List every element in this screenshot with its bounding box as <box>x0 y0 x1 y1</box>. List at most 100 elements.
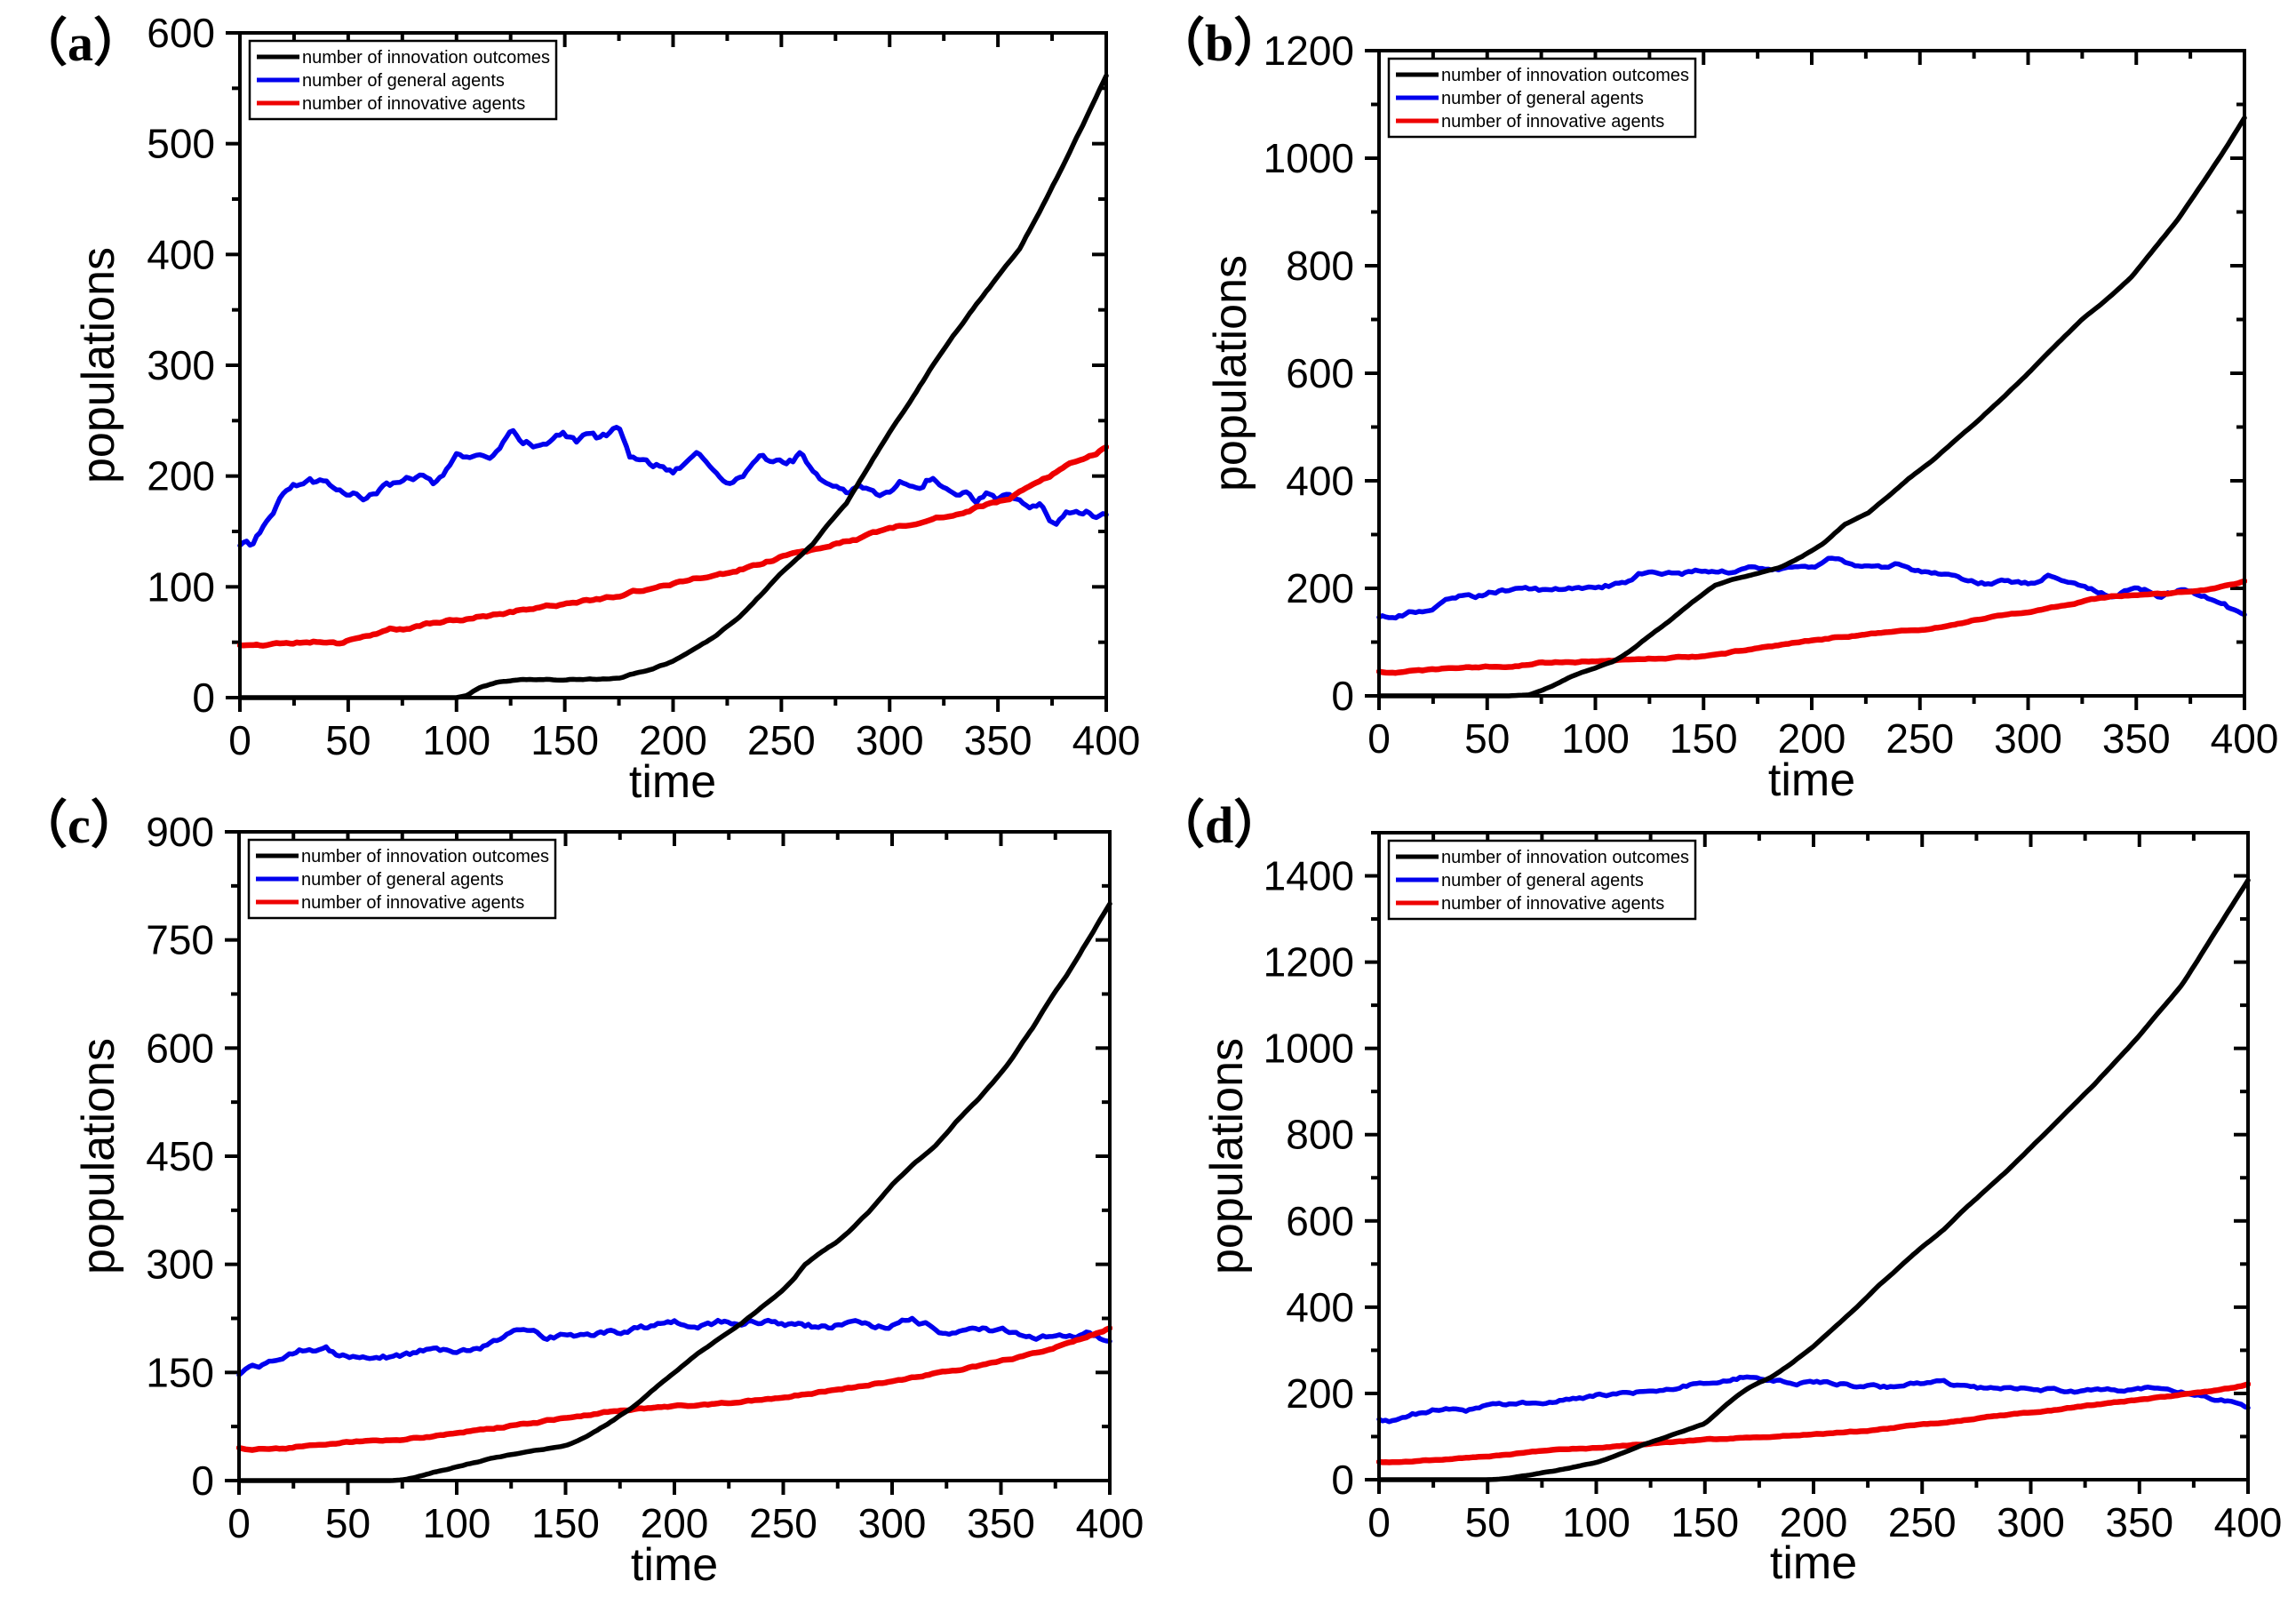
y-tick-label: 1200 <box>1264 28 1354 74</box>
tick-labels: 0 50 100 150 200 250 300 350 400 0 150 300 450 600 750… <box>146 809 1144 1546</box>
series-line-general-agents <box>1376 555 2247 621</box>
legend-box <box>248 39 558 121</box>
y-tick-label: 450 <box>146 1133 214 1179</box>
x-tick-label: 50 <box>1464 715 1510 762</box>
y-tick-label: 600 <box>146 1025 214 1071</box>
y-tick-label: 1400 <box>1264 853 1354 899</box>
y-axis-title: populations <box>1201 1038 1253 1274</box>
series-lines <box>1376 877 2251 1482</box>
x-tick-label: 50 <box>325 1500 371 1546</box>
x-tick-label: 250 <box>1885 715 1954 762</box>
series-line-innovative-agents <box>237 443 1109 649</box>
x-tick-label: 200 <box>1780 1499 1848 1545</box>
y-tick-label: 0 <box>1331 1457 1354 1503</box>
series-line-innovation-outcomes <box>1376 115 2247 699</box>
y-tick-label: 800 <box>1286 243 1354 289</box>
series-line-innovative-agents <box>1376 1381 2251 1465</box>
y-tick-label: 400 <box>1286 1284 1354 1330</box>
x-tick-label: 250 <box>749 1500 817 1546</box>
panel-label: （a） <box>16 14 145 72</box>
plot-frame <box>1377 49 2246 698</box>
legend-label: number of innovative agents <box>301 893 524 913</box>
x-axis-title: time <box>1770 1537 1857 1589</box>
y-tick-label: 800 <box>1286 1112 1354 1158</box>
y-tick-label: 0 <box>192 675 215 721</box>
x-axis-title: time <box>1768 755 1855 806</box>
y-tick-label: 400 <box>1286 458 1354 504</box>
series-line-general-agents <box>237 425 1109 548</box>
plot-frame <box>237 830 1112 1482</box>
y-axis-title: populations <box>73 247 124 483</box>
panel-a: （a） 0 50 100 150 200 250 300 350 400 0 100 200 300 40… <box>16 10 1140 808</box>
axis-ticks <box>225 830 1112 1495</box>
x-tick-label: 150 <box>530 717 599 763</box>
x-tick-label: 350 <box>967 1500 1035 1546</box>
legend-box <box>247 838 557 920</box>
y-tick-label: 100 <box>147 563 215 610</box>
x-tick-label: 0 <box>227 1500 251 1546</box>
x-axis-title: time <box>631 1539 718 1591</box>
x-tick-label: 400 <box>2214 1499 2283 1545</box>
legend-label: number of innovation outcomes <box>1441 848 1689 867</box>
legend-label: number of general agents <box>302 71 505 91</box>
tick-labels: 0 50 100 150 200 250 300 350 400 0 200 400 600 800 100… <box>1264 28 2279 762</box>
x-tick-label: 0 <box>1367 715 1391 762</box>
x-tick-label: 150 <box>531 1500 600 1546</box>
x-tick-label: 400 <box>2211 715 2279 762</box>
x-tick-label: 0 <box>228 717 251 763</box>
panel-b: （b） 0 50 100 150 200 250 300 350 400 0 200 400 600 80… <box>1153 14 2278 806</box>
legend: number of innovation outcomes number of g… <box>1387 839 1697 921</box>
x-tick-label: 50 <box>325 717 371 763</box>
tick-labels: 0 50 100 150 200 250 300 350 400 0 100 200 300 400 500… <box>147 10 1140 763</box>
x-tick-label: 200 <box>639 717 707 763</box>
x-tick-label: 200 <box>1778 715 1846 762</box>
legend-label: number of innovation outcomes <box>302 48 550 68</box>
y-tick-label: 900 <box>146 809 214 855</box>
series-lines <box>237 73 1109 700</box>
y-tick-label: 150 <box>146 1349 214 1395</box>
y-axis-title: populations <box>73 1038 124 1274</box>
y-tick-label: 0 <box>1331 673 1354 719</box>
y-tick-label: 1000 <box>1264 1026 1354 1072</box>
panel-label: （d） <box>1153 796 1285 854</box>
series-lines <box>236 901 1112 1483</box>
y-tick-label: 600 <box>147 10 215 56</box>
x-tick-label: 400 <box>1072 717 1141 763</box>
series-line-general-agents <box>236 1315 1112 1377</box>
x-axis-title: time <box>629 756 716 808</box>
y-tick-label: 200 <box>147 453 215 499</box>
x-tick-label: 300 <box>1997 1499 2065 1545</box>
axis-ticks <box>226 31 1108 712</box>
x-tick-label: 400 <box>1076 1500 1144 1546</box>
panel-b-plot: 0 50 100 150 200 250 300 350 400 0 200 400 600 800 100… <box>1264 28 2279 762</box>
series-line-innovative-agents <box>236 1325 1112 1453</box>
x-tick-label: 300 <box>1994 715 2062 762</box>
y-tick-label: 1000 <box>1264 135 1354 181</box>
x-tick-label: 350 <box>964 717 1032 763</box>
legend-label: number of innovation outcomes <box>1441 66 1689 85</box>
x-tick-label: 300 <box>858 1500 927 1546</box>
x-tick-label: 200 <box>641 1500 709 1546</box>
series-line-general-agents <box>1376 1374 2251 1425</box>
series-lines <box>1376 115 2247 699</box>
y-tick-label: 600 <box>1286 350 1354 396</box>
legend-box <box>1387 839 1697 921</box>
x-tick-label: 250 <box>747 717 816 763</box>
panel-c-plot: 0 50 100 150 200 250 300 350 400 0 150 300 450 600 750… <box>146 809 1144 1546</box>
legend: number of innovation outcomes number of g… <box>248 39 558 121</box>
legend-label: number of general agents <box>301 870 504 890</box>
legend-label: number of general agents <box>1441 89 1644 108</box>
y-tick-label: 750 <box>146 917 214 963</box>
series-line-innovation-outcomes <box>1376 877 2251 1482</box>
x-tick-label: 150 <box>1670 715 1738 762</box>
panel-d: （d） 0 50 100 150 200 250 300 350 400 0 200 400 600 80… <box>1153 796 2282 1589</box>
legend: number of innovation outcomes number of g… <box>247 838 557 920</box>
legend-label: number of innovative agents <box>1441 894 1664 914</box>
plot-frame <box>238 31 1108 699</box>
x-tick-label: 250 <box>1888 1499 1957 1545</box>
axis-ticks <box>1365 49 2246 710</box>
x-tick-label: 350 <box>2105 1499 2173 1545</box>
panel-label: （b） <box>1153 14 1285 72</box>
y-tick-label: 400 <box>147 231 215 277</box>
